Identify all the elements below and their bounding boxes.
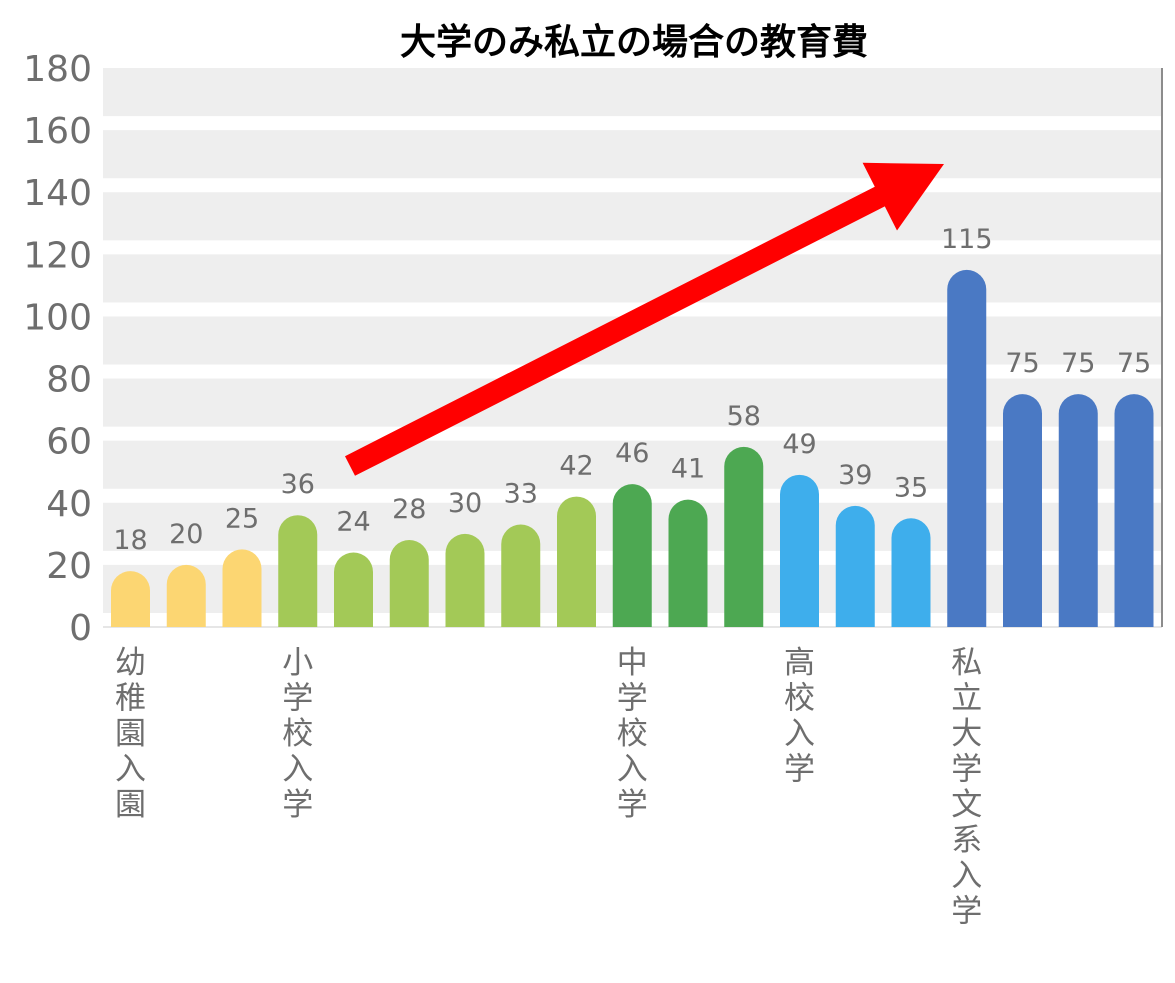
grid-band — [103, 192, 1162, 241]
bar — [445, 533, 485, 627]
bar — [780, 474, 819, 627]
bar-value-label: 75 — [1061, 348, 1095, 379]
bar-value-label: 58 — [727, 401, 761, 432]
bar — [222, 549, 262, 627]
bar — [389, 540, 429, 627]
category-label: 幼稚園入園 — [115, 645, 146, 823]
grid-band — [103, 68, 1162, 117]
trend-arrow — [345, 162, 944, 476]
y-tick-label: 120 — [23, 235, 92, 276]
bar — [1058, 394, 1098, 627]
bar — [1003, 394, 1042, 627]
category-label: 私立大学文系入学 — [951, 645, 982, 930]
value-labels: 18 20 25 36 24 28 30 33 42 46 41 58 49 39 35 115 75 75 75 — [113, 224, 1151, 556]
bar-value-label: 30 — [448, 488, 482, 519]
bar-value-label: 75 — [1005, 348, 1039, 379]
bar-value-label: 41 — [671, 454, 705, 485]
bar-value-label: 20 — [169, 519, 203, 550]
bar — [334, 552, 373, 627]
bar — [668, 499, 708, 627]
bar — [835, 505, 875, 627]
bar — [166, 564, 206, 627]
bar — [557, 496, 596, 627]
bar — [111, 571, 150, 627]
y-tick-label: 160 — [23, 111, 92, 152]
bar — [947, 269, 987, 627]
y-tick-label: 0 — [69, 608, 92, 649]
y-tick-label: 60 — [46, 422, 92, 463]
bar — [891, 518, 931, 627]
bar-value-label: 42 — [559, 451, 593, 482]
bar — [278, 515, 318, 627]
category-labels: 幼稚園入園 小学校入学 中学校入学 高校入学 私立大学文系入学 — [115, 645, 982, 930]
bar-value-label: 75 — [1117, 348, 1151, 379]
y-tick-label: 140 — [23, 173, 92, 214]
chart-title: 大学のみ私立の場合の教育費 — [400, 21, 868, 63]
bar-value-label: 36 — [281, 469, 315, 500]
y-tick-label: 80 — [46, 360, 92, 401]
y-axis-ticks: 0 20 40 60 80 100 120 140 160 180 — [23, 49, 92, 649]
y-tick-label: 20 — [46, 546, 92, 587]
y-tick-label: 40 — [46, 484, 92, 525]
bar — [612, 484, 652, 627]
bar — [501, 524, 541, 627]
category-label: 高校入学 — [784, 645, 815, 788]
bar-value-label: 24 — [336, 506, 370, 537]
bar-value-label: 35 — [894, 472, 928, 503]
bar-value-label: 115 — [941, 224, 993, 255]
y-tick-label: 100 — [23, 297, 92, 338]
bar-value-label: 25 — [225, 503, 259, 534]
bar-value-label: 28 — [392, 494, 426, 525]
bar-value-label: 33 — [504, 479, 538, 510]
bar — [1114, 394, 1154, 627]
bar-value-label: 39 — [838, 460, 872, 491]
bar-value-label: 18 — [113, 525, 147, 556]
grid-band — [103, 254, 1162, 303]
bar — [724, 446, 764, 627]
bars — [111, 269, 1154, 627]
bar-value-label: 46 — [615, 438, 649, 469]
grid-band — [103, 130, 1162, 179]
category-label: 小学校入学 — [282, 645, 313, 823]
bar-value-label: 49 — [782, 429, 816, 460]
y-tick-label: 180 — [23, 49, 92, 90]
category-label: 中学校入学 — [617, 645, 648, 823]
